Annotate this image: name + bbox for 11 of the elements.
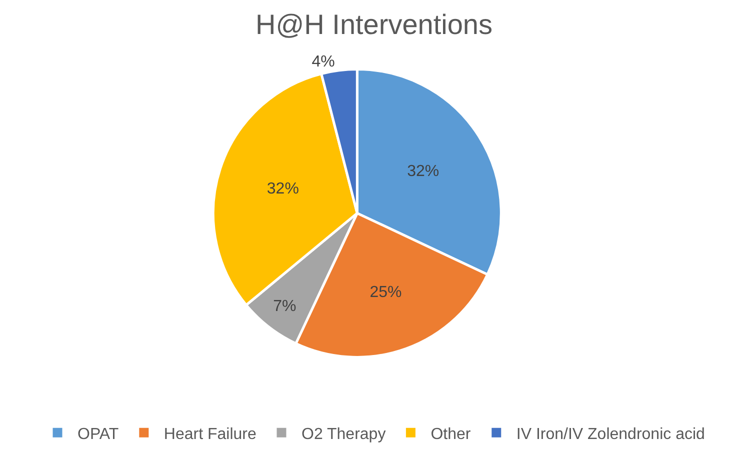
legend-label: O2 Therapy	[301, 426, 386, 443]
legend-label: Heart Failure	[164, 426, 256, 443]
data-label: 32%	[266, 180, 299, 198]
data-label: 25%	[370, 284, 402, 302]
chart-title: H@H Interventions	[256, 8, 492, 40]
legend-label: Other	[430, 426, 472, 443]
data-label: 32%	[407, 162, 440, 180]
data-label: 4%	[312, 53, 335, 70]
legend-label: IV Iron/IV Zolendronic acid	[516, 426, 705, 443]
legend-label: OPAT	[78, 426, 119, 443]
data-label: 7%	[273, 298, 296, 316]
